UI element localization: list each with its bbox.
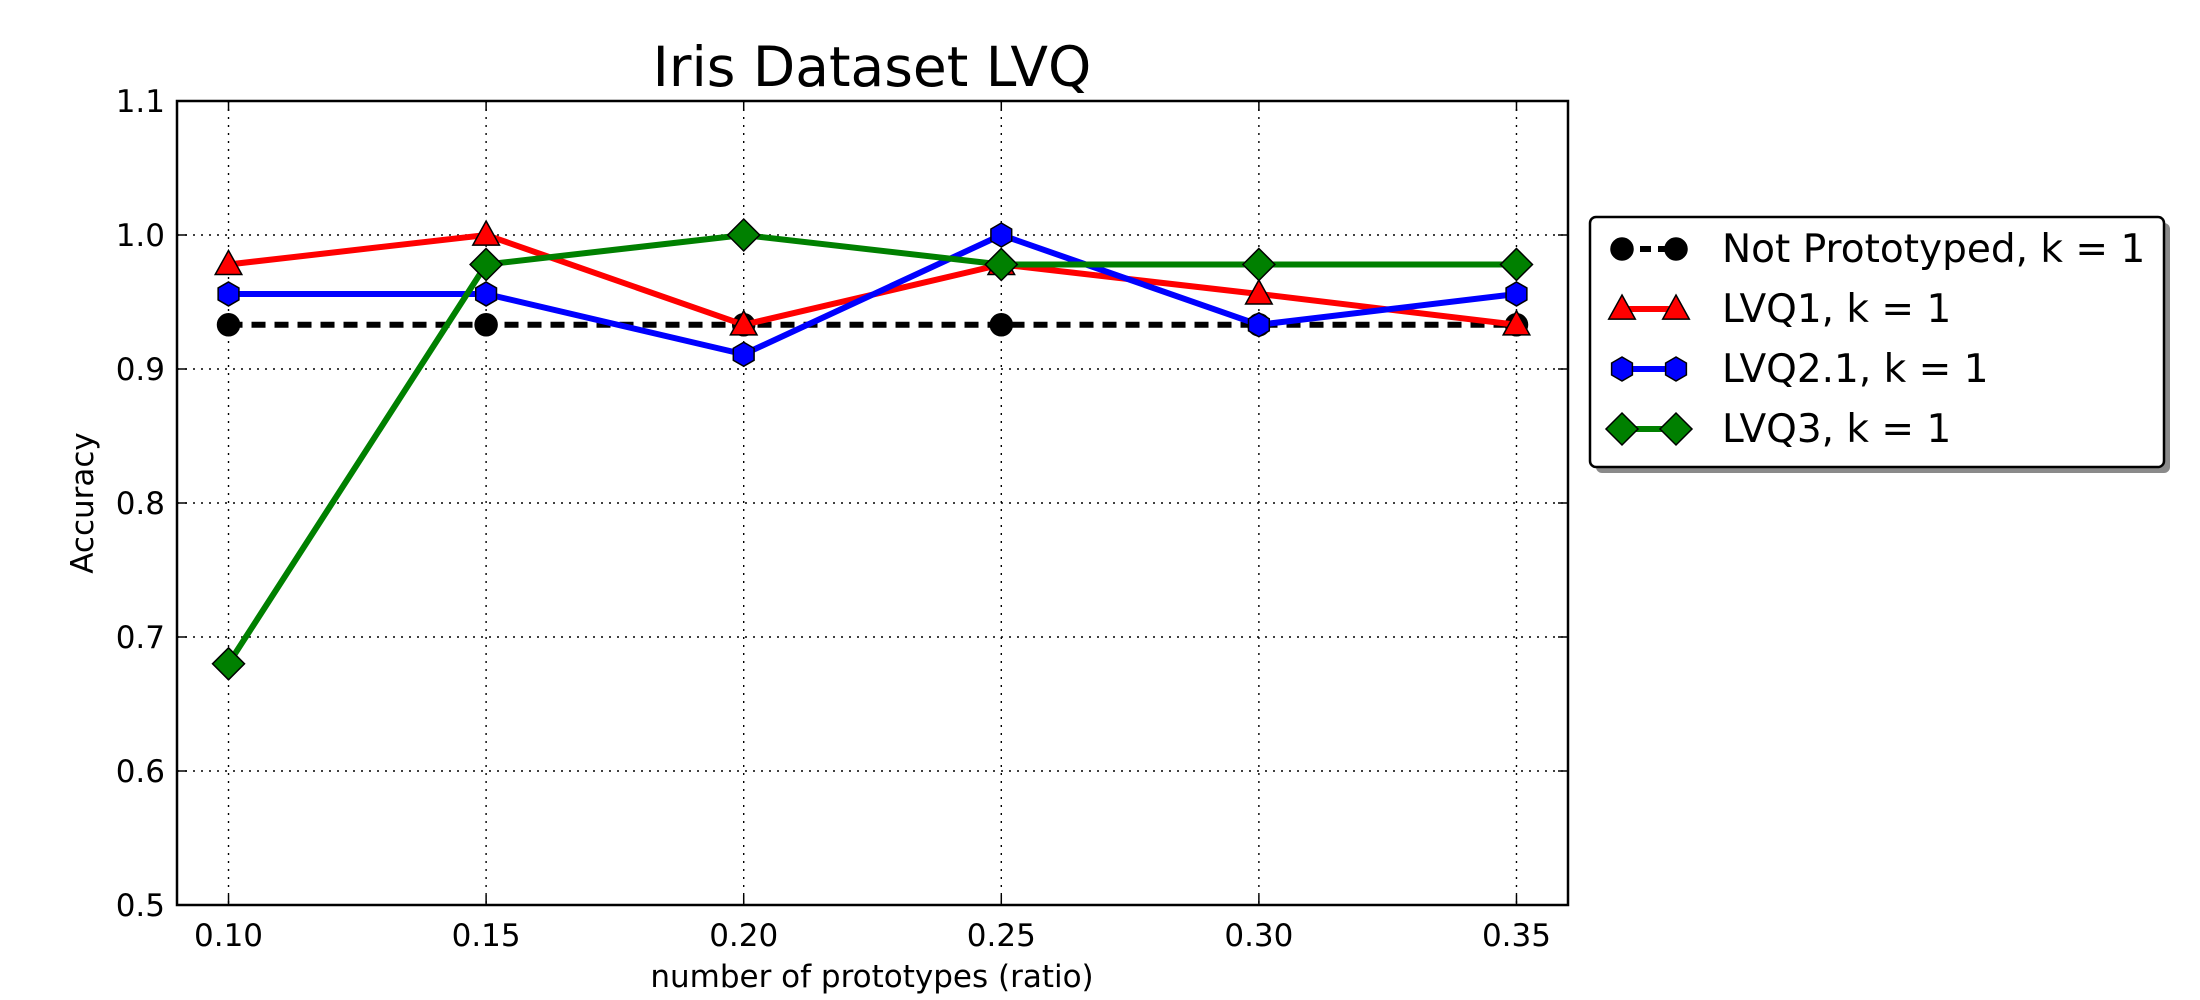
y-tick-label: 1.0 bbox=[116, 218, 165, 254]
data-point bbox=[732, 341, 755, 368]
data-point bbox=[1604, 411, 1640, 447]
data-point bbox=[1241, 247, 1276, 282]
legend-entry: LVQ2.1, k = 1 bbox=[1610, 347, 1989, 392]
data-point bbox=[1661, 293, 1691, 320]
y-tick-label: 0.9 bbox=[116, 352, 165, 388]
y-axis-title: Accuracy bbox=[65, 432, 101, 574]
grid bbox=[177, 101, 1568, 905]
series-line bbox=[228, 231, 1517, 358]
x-tick-label: 0.20 bbox=[709, 918, 778, 954]
data-point bbox=[1501, 309, 1532, 336]
x-tick-label: 0.25 bbox=[967, 918, 1036, 954]
legend-label: LVQ3, k = 1 bbox=[1722, 407, 1951, 452]
data-point bbox=[1247, 311, 1271, 338]
legend-label: Not Prototyped, k = 1 bbox=[1722, 227, 2145, 272]
y-tick-label: 0.8 bbox=[116, 486, 165, 522]
data-point bbox=[1505, 281, 1528, 307]
data-point bbox=[1607, 293, 1637, 320]
series-2 bbox=[217, 222, 1528, 368]
data-point bbox=[1664, 237, 1688, 261]
data-point bbox=[211, 646, 246, 681]
x-tick-label: 0.35 bbox=[1482, 918, 1551, 954]
axis-ticks: 0.10 0.15 0.20 0.25 0.30 0.35 0.5 0.6 0.7 0.8 0.9 1… bbox=[116, 84, 1568, 954]
data-point bbox=[474, 313, 498, 337]
legend-entry: LVQ1, k = 1 bbox=[1607, 287, 1951, 332]
legend-entry: LVQ3, k = 1 bbox=[1604, 407, 1951, 452]
legend: Not Prototyped, k = 1 LVQ1, k = 1 LVQ2.1, … bbox=[1588, 215, 2170, 473]
y-tick-label: 0.7 bbox=[116, 620, 165, 656]
data-point bbox=[471, 219, 501, 246]
legend-label: LVQ1, k = 1 bbox=[1722, 287, 1951, 332]
data-point bbox=[1244, 278, 1274, 305]
data-point bbox=[469, 247, 504, 282]
data-point bbox=[1658, 411, 1694, 447]
data-point bbox=[1664, 356, 1688, 382]
data-point bbox=[474, 281, 498, 307]
data-point bbox=[989, 313, 1014, 337]
y-tick-label: 0.6 bbox=[116, 754, 165, 790]
series-layer bbox=[211, 217, 1534, 681]
data-point bbox=[217, 281, 240, 307]
data-point bbox=[726, 217, 761, 253]
data-point bbox=[216, 313, 241, 337]
legend-box bbox=[1588, 215, 2166, 469]
data-point bbox=[984, 247, 1019, 282]
legend-label: LVQ2.1, k = 1 bbox=[1722, 347, 1989, 392]
series-3 bbox=[211, 217, 1534, 681]
chart-title: Iris Dataset LVQ bbox=[653, 35, 1092, 99]
x-tick-label: 0.10 bbox=[194, 918, 263, 954]
data-point bbox=[1610, 237, 1634, 261]
x-tick-label: 0.30 bbox=[1224, 918, 1293, 954]
x-tick-label: 0.15 bbox=[452, 918, 521, 954]
legend-entry: Not Prototyped, k = 1 bbox=[1610, 227, 2145, 272]
data-point bbox=[1610, 356, 1634, 382]
x-axis-title: number of prototypes (ratio) bbox=[650, 959, 1093, 995]
data-point bbox=[1499, 247, 1534, 282]
data-point bbox=[729, 309, 759, 336]
y-tick-label: 0.5 bbox=[116, 888, 165, 924]
y-tick-label: 1.1 bbox=[116, 84, 165, 120]
series-line bbox=[225, 231, 1517, 666]
data-point bbox=[213, 248, 244, 276]
data-point bbox=[990, 222, 1013, 248]
